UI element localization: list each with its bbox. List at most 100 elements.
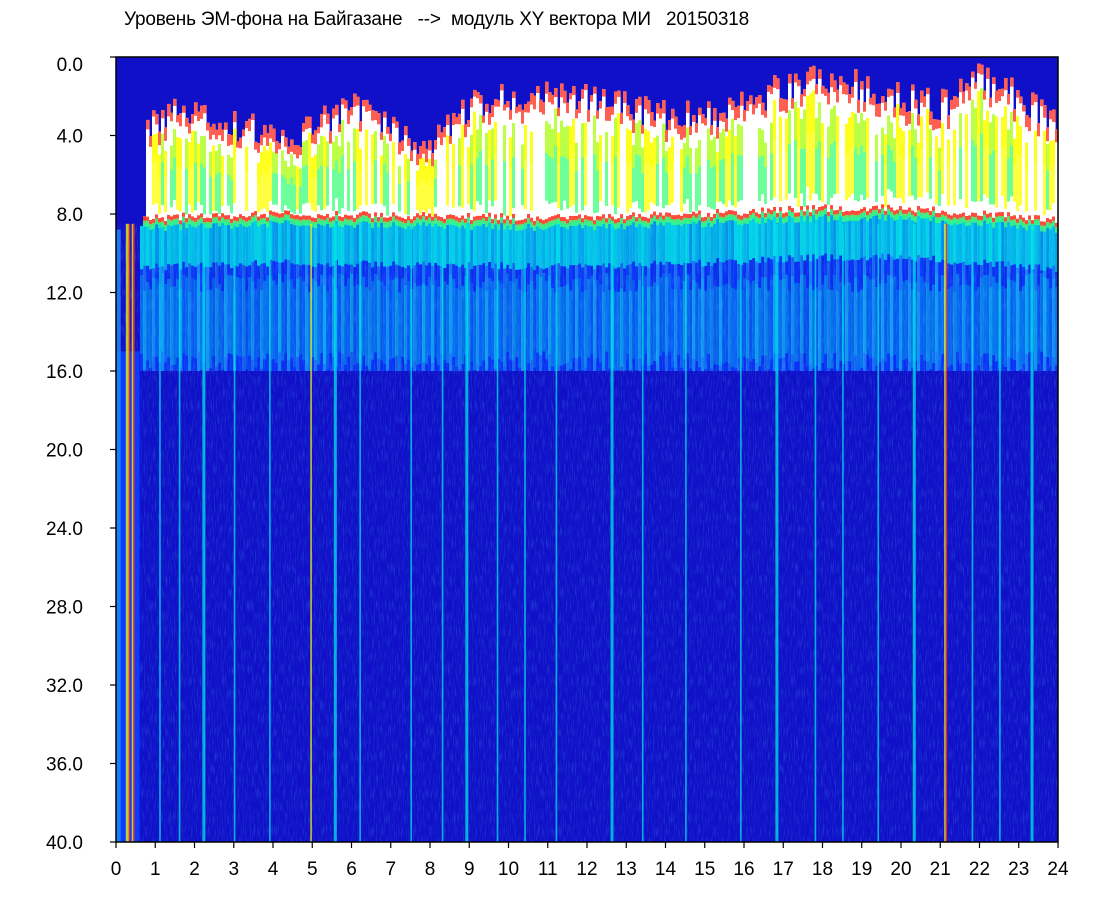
heatmap-cell [458, 138, 462, 166]
streak [131, 223, 134, 842]
heatmap-cell [683, 213, 687, 220]
heatmap-cell [986, 110, 990, 198]
heatmap-cell [521, 144, 525, 206]
heatmap-cell [419, 215, 423, 222]
heatmap-cell [578, 101, 582, 221]
heatmap-cell [857, 214, 861, 221]
heatmap-cell [299, 168, 303, 214]
heatmap-cell [428, 158, 432, 179]
heatmap-cell [914, 216, 918, 223]
heatmap-cell [263, 146, 267, 209]
heatmap-cell [926, 87, 930, 95]
heatmap-cell [1019, 126, 1023, 158]
heatmap-cell [899, 210, 903, 217]
heatmap-cell [854, 215, 858, 222]
heatmap-cell [1025, 115, 1029, 128]
heatmap-cell [578, 101, 582, 114]
heatmap-cell [620, 112, 624, 221]
heatmap-cell [518, 104, 522, 227]
heatmap-cell [875, 205, 879, 212]
heatmap-cell [308, 219, 312, 226]
heatmap-cell [743, 217, 747, 224]
heatmap-cell [647, 131, 651, 163]
heatmap-cell [764, 217, 768, 224]
heatmap-cell [668, 216, 672, 223]
heatmap-cell [617, 218, 621, 225]
heatmap-cell [944, 89, 948, 98]
heatmap-cell [344, 214, 348, 221]
heatmap-cell [1022, 217, 1026, 224]
heatmap-cell [935, 213, 939, 220]
heatmap-cell [467, 120, 471, 127]
heatmap-cell [767, 212, 771, 219]
heatmap-cell [824, 88, 828, 211]
heatmap-cell [464, 124, 468, 138]
heatmap-cell [422, 158, 426, 179]
heatmap-cell [395, 215, 399, 222]
x-tick-label: 3 [228, 859, 239, 880]
heatmap-cell [956, 97, 960, 221]
heatmap-cell [959, 113, 963, 200]
heatmap-cell [257, 220, 261, 227]
heatmap-cell [917, 209, 921, 216]
streak [999, 223, 1001, 842]
heatmap-cell [824, 88, 828, 96]
heatmap-cell [1022, 105, 1026, 112]
heatmap [116, 57, 1059, 842]
heatmap-cell [149, 136, 153, 226]
heatmap-cell [971, 99, 975, 141]
heatmap-cell [212, 123, 216, 135]
heatmap-cell [830, 209, 834, 216]
heatmap-cell [302, 215, 306, 222]
heatmap-cell [953, 129, 957, 206]
heatmap-cell [836, 115, 840, 194]
heatmap-cell [770, 210, 774, 217]
heatmap-cell [344, 218, 348, 225]
heatmap-cell [611, 135, 615, 206]
heatmap-cell [599, 135, 603, 162]
heatmap-cell [521, 109, 525, 124]
heatmap-cell [611, 216, 615, 223]
heatmap-cell [455, 117, 459, 125]
heatmap-cell [479, 115, 483, 151]
heatmap-cell [683, 143, 687, 168]
heatmap-cell [773, 210, 777, 217]
heatmap-cell [503, 125, 507, 216]
heatmap-cell [194, 131, 198, 211]
heatmap-cell [257, 143, 261, 153]
heatmap-cell [152, 110, 156, 117]
heatmap-cell [1001, 117, 1005, 196]
heatmap-cell [236, 217, 240, 224]
heatmap-cell [530, 131, 534, 211]
heatmap-cell [758, 127, 762, 158]
heatmap-cell [1016, 116, 1020, 212]
heatmap-cell [788, 209, 792, 216]
heatmap-cell [863, 102, 867, 112]
heatmap-cell [299, 216, 303, 223]
heatmap-cell [575, 142, 579, 171]
heatmap-cell [536, 220, 540, 227]
heatmap-cell [551, 129, 555, 203]
heatmap-cell [200, 105, 204, 119]
x-tick-label: 11 [538, 859, 558, 880]
heatmap-cell [965, 114, 969, 209]
heatmap-cell [347, 215, 351, 222]
y-tick-label: 32.0 [46, 676, 83, 697]
heatmap-cell [746, 217, 750, 224]
heatmap-cell [485, 103, 489, 112]
heatmap-cell [941, 210, 945, 217]
heatmap-cell [812, 90, 816, 194]
heatmap-cell [1019, 215, 1023, 222]
heatmap-cell [752, 208, 756, 215]
heatmap-cell [680, 149, 684, 175]
heatmap-cell [731, 100, 735, 111]
heatmap-cell [308, 132, 312, 204]
heatmap-cell [707, 101, 711, 109]
heatmap-cell [527, 214, 531, 221]
heatmap-cell [371, 134, 375, 205]
heatmap-cell [503, 125, 507, 162]
heatmap-cell [410, 150, 414, 162]
heatmap-cell [302, 141, 306, 167]
x-tick-label: 6 [346, 859, 357, 880]
heatmap-cell [896, 104, 900, 199]
